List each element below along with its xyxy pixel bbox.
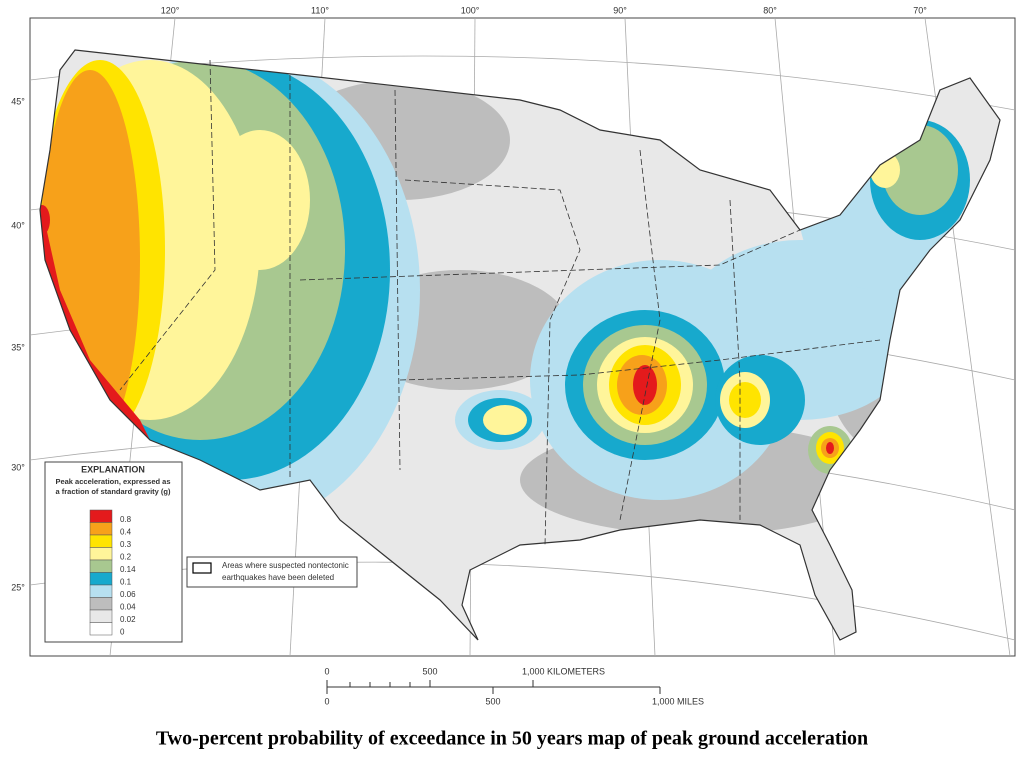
legend-label: 0.4 <box>120 528 132 537</box>
latitude-label: 25° <box>11 582 25 592</box>
note-text: earthquakes have been deleted <box>222 573 334 582</box>
legend-label: 0.02 <box>120 615 136 624</box>
legend-label: 0.1 <box>120 578 132 587</box>
legend-label: 0.06 <box>120 590 136 599</box>
legend-label: 0.04 <box>120 603 136 612</box>
legend-swatch <box>89 534 113 548</box>
scale-bar <box>326 680 661 694</box>
legend-swatch <box>89 547 113 561</box>
legend-title: EXPLANATION <box>81 464 145 474</box>
longitude-label: 70° <box>913 5 927 15</box>
legend-swatch <box>89 559 113 573</box>
legend: Peak acceleration, expressed asa fractio… <box>55 477 171 637</box>
scale-label: 1,000 MILES <box>652 696 704 706</box>
latitude-label: 35° <box>11 342 25 352</box>
longitude-label: 120° <box>161 5 180 15</box>
legend-subtitle: a fraction of standard gravity (g) <box>55 487 171 496</box>
longitude-labels: 120° 110° 100° 90° 80° 70° <box>161 5 928 15</box>
note-box <box>186 556 358 588</box>
legend-label: 0 <box>120 628 125 637</box>
state-boundaries <box>119 59 881 546</box>
legend-swatch <box>89 584 113 598</box>
legend-swatch <box>89 522 113 536</box>
note-text: Areas where suspected nontectonic <box>222 561 349 570</box>
legend-label: 0.14 <box>120 565 136 574</box>
legend-label: 0.2 <box>120 553 132 562</box>
longitude-label: 90° <box>613 5 627 15</box>
scale-label: 500 <box>485 696 500 706</box>
longitude-label: 110° <box>311 5 329 15</box>
scale-label: 1,000 KILOMETERS <box>522 666 605 676</box>
legend-swatch <box>89 509 113 523</box>
latitude-label: 30° <box>11 462 25 472</box>
legend-swatch <box>89 597 113 611</box>
scale-label: 0 <box>324 666 329 676</box>
latitude-label: 45° <box>11 96 25 106</box>
scale-label: 500 <box>422 666 437 676</box>
legend-label: 0.3 <box>120 540 132 549</box>
legend-box <box>44 461 183 643</box>
scale-label: 0 <box>324 696 329 706</box>
longitude-label: 100° <box>461 5 480 15</box>
latitude-labels: 45° 40° 35° 30° 25° <box>11 96 25 592</box>
longitude-label: 80° <box>763 5 777 15</box>
note-icon <box>192 562 212 574</box>
legend-swatch <box>89 609 113 623</box>
legend-subtitle: Peak acceleration, expressed as <box>55 477 170 486</box>
legend-swatch <box>89 622 113 636</box>
latitude-label: 40° <box>11 220 25 230</box>
legend-label: 0.8 <box>120 515 132 524</box>
caption: Two-percent probability of exceedance in… <box>156 728 868 750</box>
legend-swatch <box>89 572 113 586</box>
